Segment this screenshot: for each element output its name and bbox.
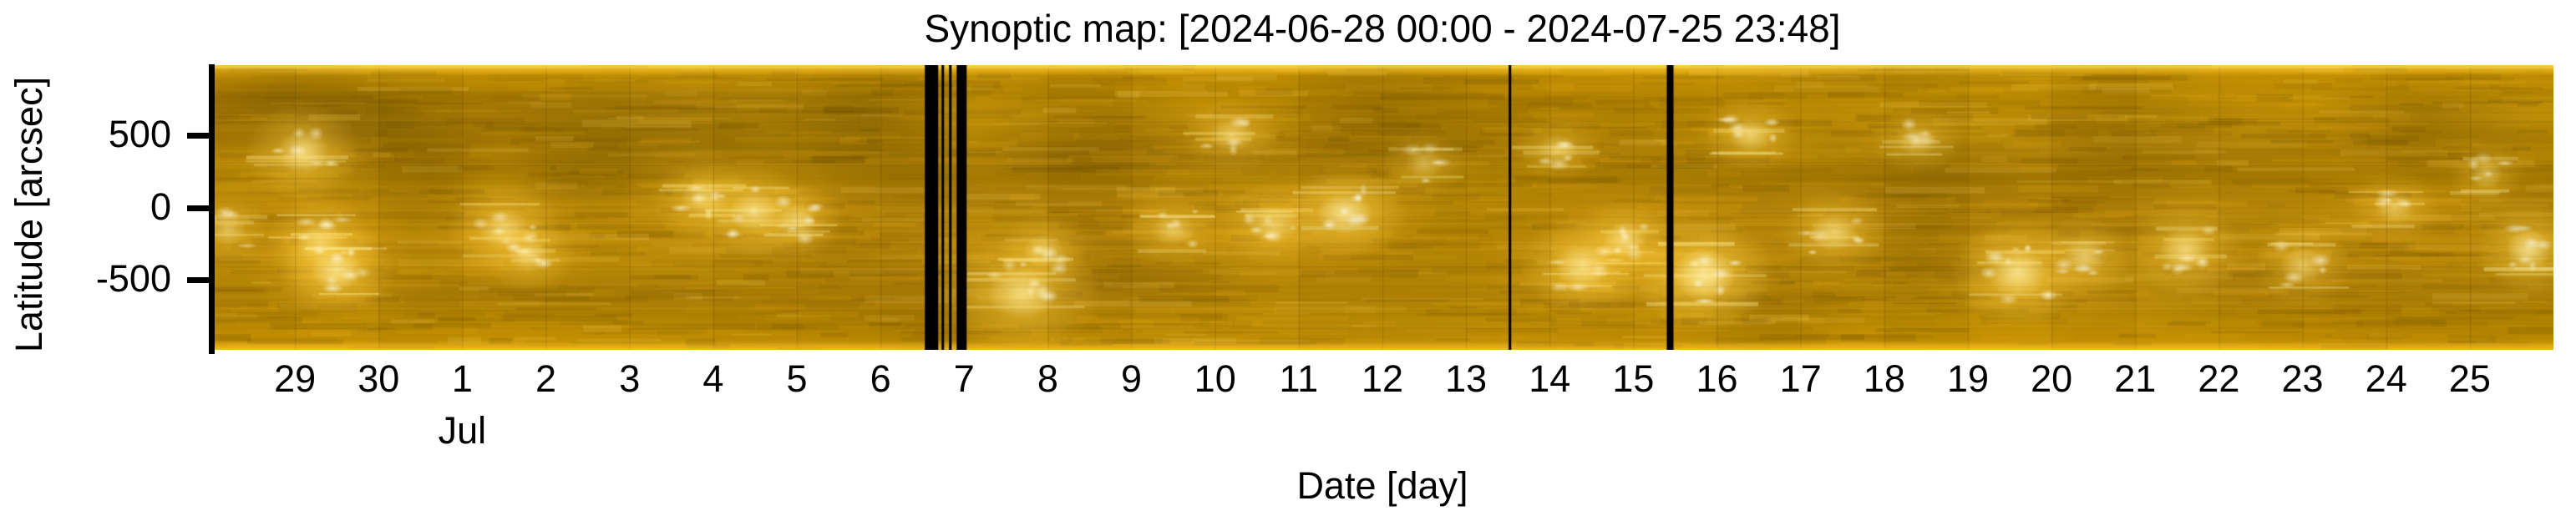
- x-tick-label-22: 22: [2198, 357, 2240, 400]
- x-tick-label-9: 9: [1121, 357, 1143, 400]
- x-tick-label-7: 7: [953, 357, 975, 400]
- y-tick-label--500: -500: [95, 257, 171, 301]
- x-tick-label-1: 1: [451, 357, 473, 400]
- x-tick-label-24: 24: [2365, 357, 2407, 400]
- x-tick-label-12: 12: [1361, 357, 1404, 400]
- x-tick-label-15: 15: [1612, 357, 1655, 400]
- y-tick-label-500: 500: [108, 112, 171, 155]
- x-tick-label-19: 19: [1946, 357, 1990, 400]
- x-axis-label: Date [day]: [1296, 464, 1468, 507]
- y-tick-mark--500: [187, 277, 210, 284]
- chart-title: Synoptic map: [2024-06-28 00:00 - 2024-0…: [924, 7, 1841, 50]
- x-tick-label-6: 6: [870, 357, 891, 400]
- x-tick-label-21: 21: [2114, 357, 2157, 400]
- x-tick-label-17: 17: [1779, 357, 1822, 400]
- x-tick-label-11: 11: [1279, 357, 1319, 400]
- x-tick-label-18: 18: [1863, 357, 1905, 400]
- x-tick-label-8: 8: [1037, 357, 1058, 400]
- x-month-label: Jul: [438, 409, 487, 452]
- x-tick-label-20: 20: [2031, 357, 2073, 400]
- x-tick-label-14: 14: [1529, 357, 1571, 400]
- x-tick-label-4: 4: [702, 357, 724, 400]
- x-tick-label-23: 23: [2281, 357, 2324, 400]
- x-tick-label-13: 13: [1445, 357, 1488, 400]
- x-tick-label-25: 25: [2448, 357, 2491, 400]
- x-tick-label-2: 2: [535, 357, 557, 400]
- y-tick-mark-500: [187, 132, 210, 139]
- x-tick-label-16: 16: [1696, 357, 1738, 400]
- y-axis-spine: [209, 64, 215, 354]
- x-tick-label-5: 5: [786, 357, 808, 400]
- x-tick-label-3: 3: [619, 357, 641, 400]
- y-tick-mark-0: [187, 205, 210, 211]
- synoptic-map-image: [211, 65, 2553, 350]
- y-tick-label-0: 0: [150, 185, 171, 228]
- x-tick-label-29: 29: [274, 357, 317, 400]
- x-tick-label-30: 30: [357, 357, 400, 400]
- x-tick-label-10: 10: [1194, 357, 1236, 400]
